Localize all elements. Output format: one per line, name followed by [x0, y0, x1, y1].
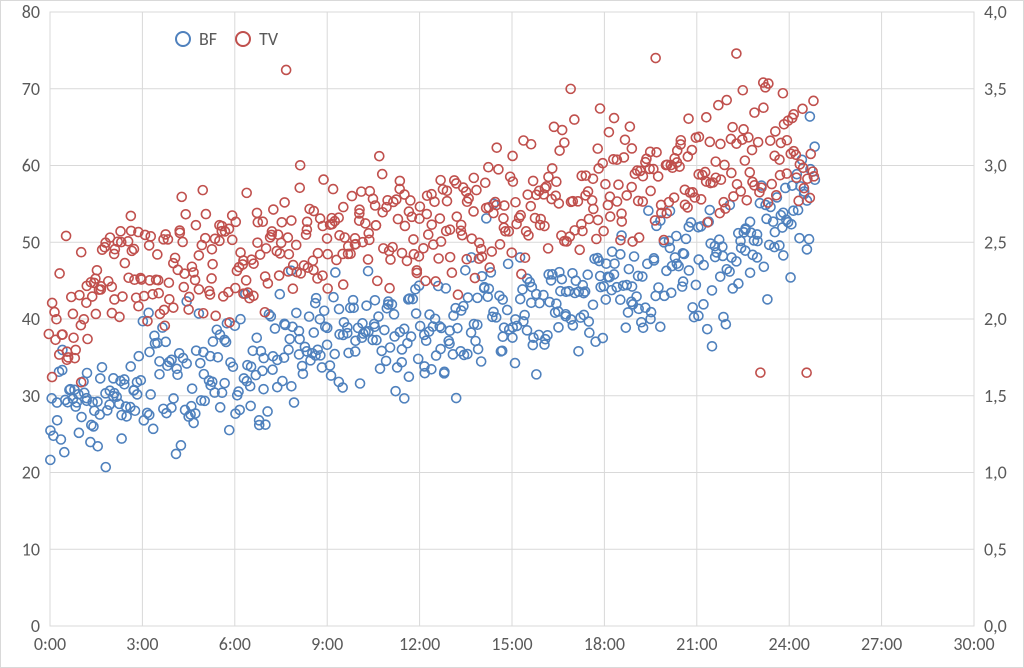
svg-text:12:00: 12:00 [399, 633, 440, 655]
svg-text:2,5: 2,5 [984, 231, 1007, 253]
svg-text:24:00: 24:00 [769, 633, 810, 655]
svg-text:60: 60 [22, 155, 40, 177]
svg-text:18:00: 18:00 [584, 633, 625, 655]
legend-label-bf: BF [199, 28, 217, 50]
svg-text:15:00: 15:00 [491, 633, 532, 655]
legend-swatch-tv [235, 31, 251, 47]
svg-text:4,0: 4,0 [984, 1, 1007, 23]
svg-text:50: 50 [22, 231, 40, 253]
svg-text:0: 0 [31, 615, 40, 637]
svg-text:70: 70 [22, 78, 40, 100]
svg-text:27:00: 27:00 [861, 633, 902, 655]
svg-text:3,0: 3,0 [984, 155, 1007, 177]
svg-text:30: 30 [22, 385, 40, 407]
legend-item-tv: TV [235, 28, 278, 50]
svg-text:21:00: 21:00 [676, 633, 717, 655]
legend-swatch-bf [175, 31, 191, 47]
svg-text:10: 10 [22, 538, 40, 560]
svg-text:3,5: 3,5 [984, 78, 1007, 100]
legend-label-tv: TV [259, 28, 278, 50]
legend-item-bf: BF [175, 28, 217, 50]
svg-text:3:00: 3:00 [126, 633, 158, 655]
svg-text:6:00: 6:00 [219, 633, 251, 655]
svg-text:80: 80 [22, 1, 40, 23]
svg-text:20: 20 [22, 462, 40, 484]
svg-text:1,0: 1,0 [984, 462, 1007, 484]
legend: BF TV [175, 28, 278, 50]
svg-text:1,5: 1,5 [984, 385, 1007, 407]
svg-text:0,5: 0,5 [984, 538, 1007, 560]
svg-text:9:00: 9:00 [311, 633, 343, 655]
svg-text:0,0: 0,0 [984, 615, 1007, 637]
svg-text:2,0: 2,0 [984, 308, 1007, 330]
svg-text:40: 40 [22, 308, 40, 330]
scatter-chart: 0:003:006:009:0012:0015:0018:0021:0024:0… [0, 0, 1024, 668]
